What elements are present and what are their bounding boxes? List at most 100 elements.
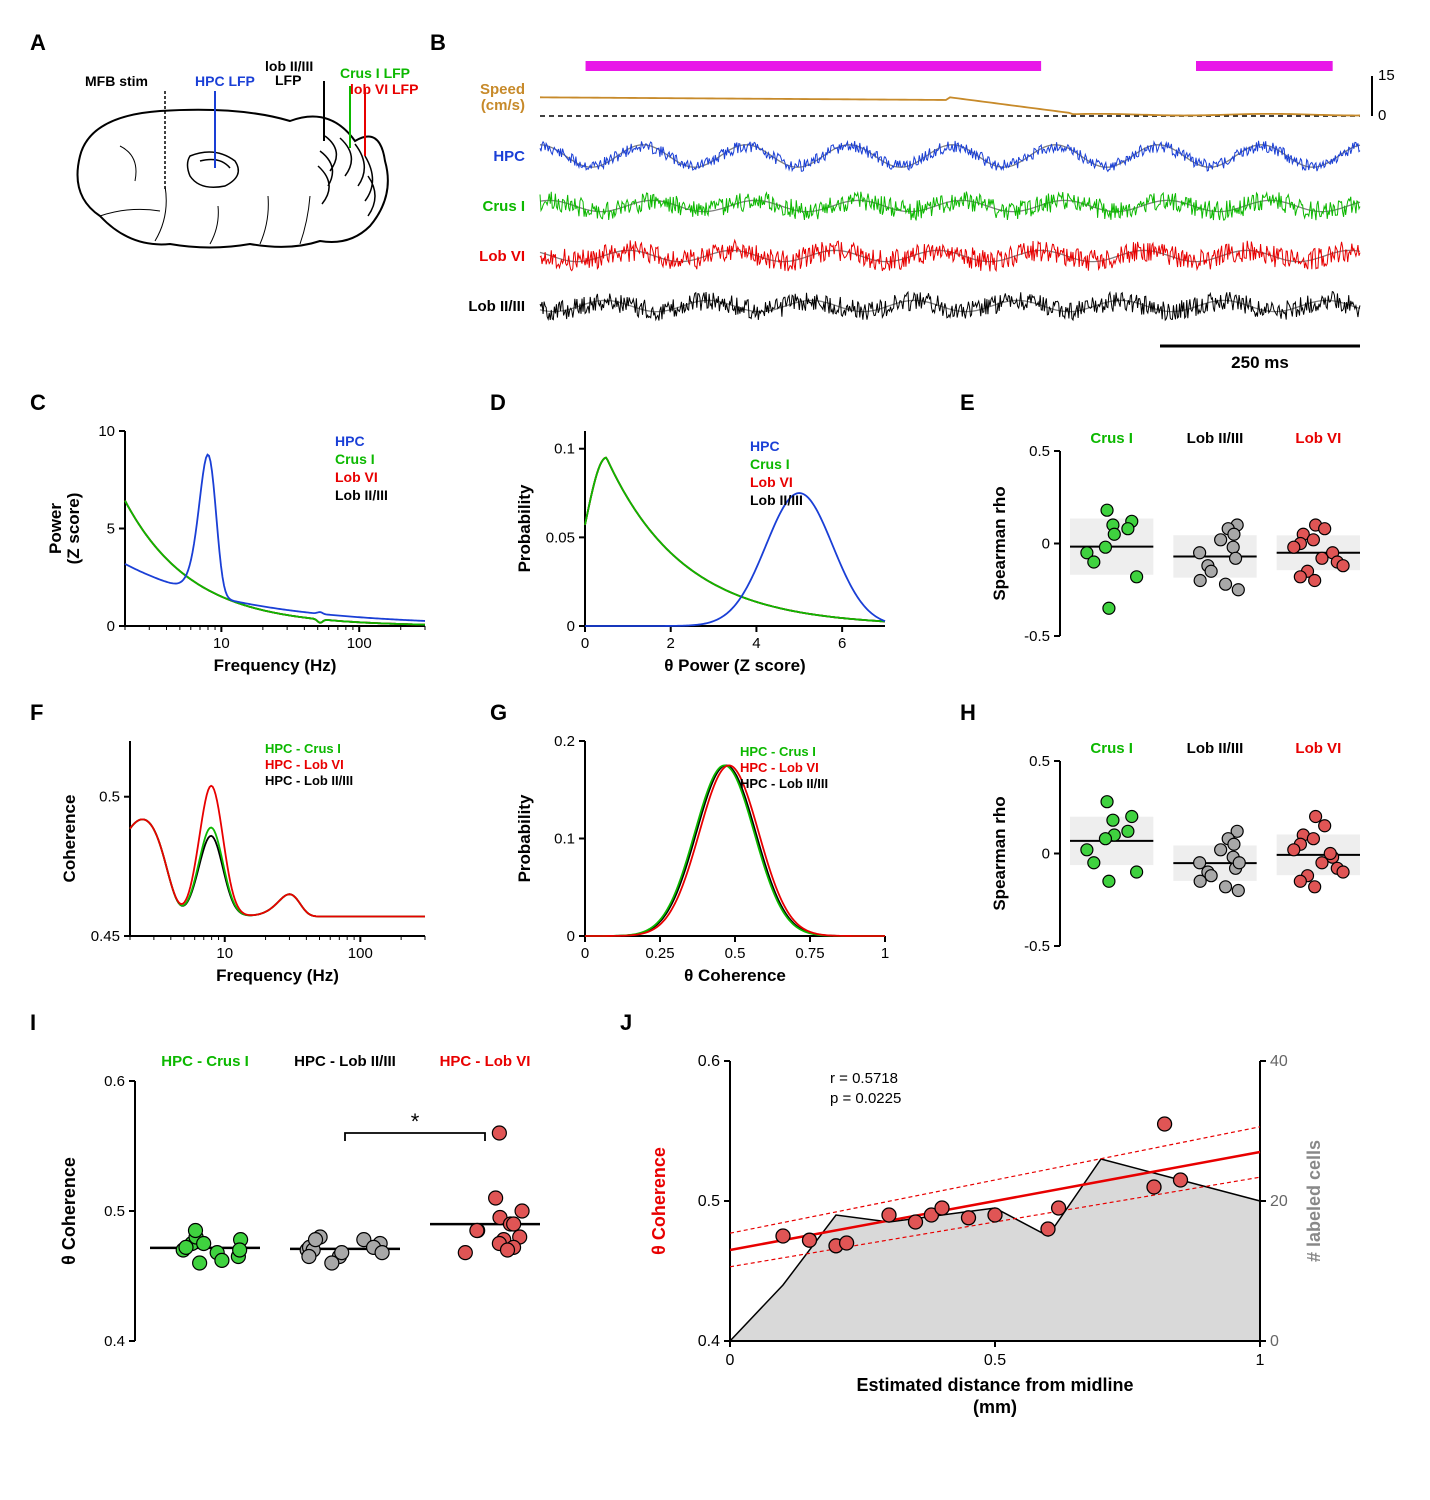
svg-text:-0.5: -0.5 [1024, 628, 1050, 645]
brain-diagram: MFB stim HPC LFP lob II/IIILFP Crus I LF… [30, 56, 410, 296]
svg-text:HPC - Crus I: HPC - Crus I [161, 1053, 249, 1070]
svg-text:HPC - Lob VI: HPC - Lob VI [740, 760, 819, 775]
svg-text:-0.5: -0.5 [1024, 938, 1050, 955]
svg-text:20: 20 [1270, 1193, 1288, 1210]
svg-text:10: 10 [98, 423, 115, 440]
mfb-label: MFB stim [85, 73, 148, 89]
svg-text:0: 0 [567, 618, 575, 635]
svg-text:Probability: Probability [515, 794, 534, 882]
panel-G-label: G [490, 700, 920, 726]
svg-text:Lob II/III: Lob II/III [1187, 740, 1244, 757]
svg-text:2: 2 [667, 635, 675, 652]
svg-text:HPC: HPC [750, 438, 780, 454]
panel-C-label: C [30, 390, 460, 416]
hpc-label: HPC LFP [195, 73, 255, 89]
svg-text:Crus I: Crus I [750, 456, 790, 472]
panel-I: I 0.40.50.6θ CoherenceHPC - Crus IHPC - … [30, 1010, 590, 1390]
svg-text:Lob VI: Lob VI [335, 469, 378, 485]
svg-text:Lob VI: Lob VI [479, 248, 525, 265]
svg-text:0.05: 0.05 [546, 529, 575, 546]
svg-text:10: 10 [213, 635, 230, 652]
figure-container: A MFB stim HPC LFP lob II/IIILFP Crus I … [0, 0, 1430, 1500]
panel-J-svg: 00.510.40.50.602040Estimated distance fr… [620, 1036, 1390, 1456]
svg-text:0.2: 0.2 [554, 733, 575, 750]
svg-text:Lob VI: Lob VI [1295, 430, 1341, 447]
panel-D: D 024600.050.1θ Power (Z score)Probabili… [490, 390, 920, 680]
panel-I-label: I [30, 1010, 590, 1036]
svg-text:0.5: 0.5 [1029, 753, 1050, 770]
svg-text:Coherence: Coherence [60, 795, 79, 883]
svg-text:p = 0.0225: p = 0.0225 [830, 1090, 901, 1107]
panel-G: G 00.250.50.75100.10.2θ CoherenceProbabi… [490, 700, 920, 990]
svg-text:15: 15 [1378, 67, 1395, 84]
svg-text:0.5: 0.5 [725, 945, 746, 962]
svg-text:250 ms: 250 ms [1231, 353, 1289, 372]
panel-B-svg: 150Speed(cm/s)HPCCrus ILob VILob II/III2… [430, 56, 1400, 376]
panel-A-label: A [30, 30, 410, 56]
svg-text:HPC - Crus I: HPC - Crus I [740, 744, 816, 759]
svg-text:θ Power (Z score): θ Power (Z score) [664, 656, 805, 675]
lobVI-label: lob VI LFP [350, 81, 418, 97]
panel-H-label: H [960, 700, 1400, 726]
svg-text:10: 10 [216, 945, 233, 962]
svg-text:0.75: 0.75 [795, 945, 824, 962]
svg-text:HPC - Crus I: HPC - Crus I [265, 741, 341, 756]
svg-text:Lob II/III: Lob II/III [335, 487, 388, 503]
svg-text:0.5: 0.5 [1029, 443, 1050, 460]
svg-text:Crus I: Crus I [335, 451, 375, 467]
panel-J-label: J [620, 1010, 1390, 1036]
svg-text:Speed(cm/s): Speed(cm/s) [480, 81, 525, 114]
svg-text:6: 6 [838, 635, 846, 652]
svg-text:0: 0 [1042, 536, 1050, 553]
svg-text:0.1: 0.1 [554, 831, 575, 848]
panel-C-svg: 101000510Frequency (Hz)Power(Z score)HPC… [30, 416, 460, 696]
svg-text:0.4: 0.4 [698, 1333, 720, 1350]
svg-text:100: 100 [348, 945, 373, 962]
svg-text:0: 0 [581, 635, 589, 652]
svg-text:HPC - Lob II/III: HPC - Lob II/III [740, 776, 828, 791]
svg-text:0: 0 [107, 618, 115, 635]
lobII-label: lob II/IIILFP [265, 58, 313, 88]
svg-text:θ Coherence: θ Coherence [684, 966, 786, 985]
panel-E: E -0.5 0 0.5 Spearman rho Crus I Lob II/III Lo… [960, 390, 1400, 680]
svg-text:(mm): (mm) [973, 1397, 1017, 1417]
panel-F-label: F [30, 700, 460, 726]
svg-text:HPC: HPC [493, 148, 525, 165]
svg-text:0: 0 [726, 1352, 735, 1369]
svg-text:0.1: 0.1 [554, 441, 575, 458]
svg-text:0: 0 [1270, 1333, 1279, 1350]
svg-text:HPC - Lob VI: HPC - Lob VI [440, 1053, 531, 1070]
svg-text:Frequency (Hz): Frequency (Hz) [216, 966, 339, 985]
svg-text:Spearman rho: Spearman rho [990, 486, 1009, 600]
panel-D-svg: 024600.050.1θ Power (Z score)Probability… [490, 416, 920, 696]
panel-G-svg: 00.250.50.75100.10.2θ CoherenceProbabili… [490, 726, 920, 1006]
crusI-label: Crus I LFP [340, 65, 410, 81]
svg-text:Lob VI: Lob VI [1295, 740, 1341, 757]
svg-text:θ Coherence: θ Coherence [649, 1147, 669, 1255]
svg-text:0: 0 [567, 928, 575, 945]
svg-text:Lob II/III: Lob II/III [750, 492, 803, 508]
svg-text:0.6: 0.6 [698, 1053, 720, 1070]
panel-F-svg: 10 100 0.45 0.5 Frequency (Hz) Coherence HPC -… [30, 726, 460, 1006]
svg-text:Power(Z score): Power(Z score) [46, 493, 83, 565]
panel-E-svg: -0.5 0 0.5 Spearman rho Crus I Lob II/III Lob … [960, 416, 1400, 696]
svg-text:0: 0 [581, 945, 589, 962]
svg-text:100: 100 [347, 635, 372, 652]
svg-text:0.6: 0.6 [104, 1073, 125, 1090]
svg-text:0.5: 0.5 [99, 789, 120, 806]
panel-I-svg: 0.40.50.6θ CoherenceHPC - Crus IHPC - Lo… [30, 1036, 590, 1406]
svg-text:Crus I: Crus I [482, 198, 525, 215]
panel-A: A MFB stim HPC LFP lob II/IIILFP Crus I … [30, 30, 410, 280]
panel-E-label: E [960, 390, 1400, 416]
svg-text:0.45: 0.45 [91, 928, 120, 945]
svg-text:Lob II/III: Lob II/III [1187, 430, 1244, 447]
svg-text:*: * [411, 1109, 420, 1134]
svg-text:4: 4 [752, 635, 760, 652]
svg-text:Crus I: Crus I [1090, 430, 1133, 447]
svg-text:HPC - Lob II/III: HPC - Lob II/III [294, 1053, 396, 1070]
svg-text:θ Coherence: θ Coherence [59, 1157, 79, 1265]
svg-text:Estimated distance from midlin: Estimated distance from midline [856, 1375, 1133, 1395]
svg-text:0.5: 0.5 [984, 1352, 1006, 1369]
svg-text:0.4: 0.4 [104, 1333, 125, 1350]
svg-text:1: 1 [1256, 1352, 1265, 1369]
